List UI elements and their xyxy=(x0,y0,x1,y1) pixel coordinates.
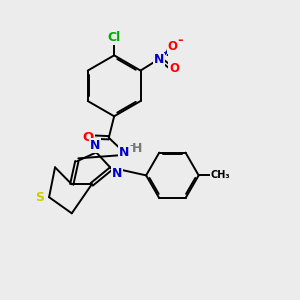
Text: O: O xyxy=(82,131,94,144)
Text: N: N xyxy=(90,139,100,152)
Text: -: - xyxy=(177,34,183,46)
Text: N: N xyxy=(154,53,164,66)
Text: CH₃: CH₃ xyxy=(210,170,230,180)
Text: Cl: Cl xyxy=(107,31,121,44)
Text: O: O xyxy=(167,40,178,53)
Text: +: + xyxy=(163,48,172,58)
Text: N: N xyxy=(119,146,130,159)
Text: O: O xyxy=(169,62,179,75)
Text: N: N xyxy=(112,167,122,180)
Text: -: - xyxy=(129,140,133,150)
Text: H: H xyxy=(132,142,142,155)
Text: S: S xyxy=(36,191,45,204)
